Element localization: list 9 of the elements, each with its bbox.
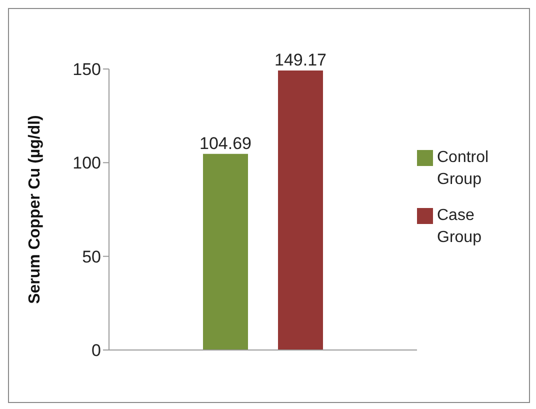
data-label: 104.69	[200, 134, 252, 153]
y-tick-label: 100	[72, 154, 101, 173]
data-label: 149.17	[274, 50, 326, 70]
y-tick-label: 0	[92, 341, 101, 360]
y-tick-label: 150	[72, 60, 101, 80]
legend-label: Case Group	[437, 206, 482, 248]
legend-label: Control Group	[437, 148, 490, 190]
y-axis-title: Serum Copper Cu (µg/dl)	[26, 115, 44, 304]
y-tick-label: 50	[82, 247, 101, 266]
